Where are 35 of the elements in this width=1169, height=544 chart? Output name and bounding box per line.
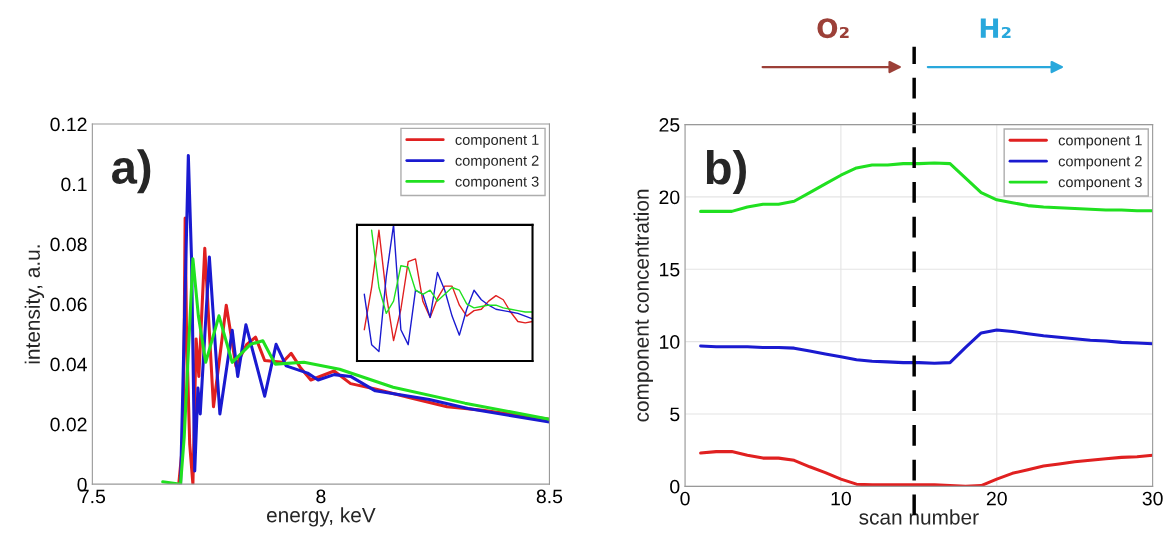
legend-label: component 3 [1058,176,1142,191]
legend-label: component 1 [455,134,539,148]
x-tick-label: 0 [680,491,690,506]
legend-label: component 2 [1058,156,1142,170]
y-tick-label: 10 [660,335,680,349]
text: H₂ [980,18,1011,38]
y-tick-label: 0.02 [50,417,87,432]
y-tick-label: 0.12 [50,117,87,132]
y-axis-title: component concentration [633,189,653,422]
y-tick-label: 15 [660,262,680,277]
y-tick-label: 0.1 [61,177,87,192]
y-tick-label: 0.06 [50,297,87,312]
x-axis-title: scan number [859,509,979,525]
y-tick-label: 0 [670,479,680,494]
legend-label: component 2 [455,155,539,169]
annotation: a) [112,149,151,194]
line-series [699,450,1153,487]
x-tick-label: 10 [831,491,851,506]
line-series [161,257,550,485]
x-tick-label: 8.5 [536,489,563,504]
x-tick-label: 8 [316,489,326,504]
y-tick-label: 5 [670,407,680,422]
annotation: b) [706,149,746,194]
text: O₂ [817,18,849,39]
legend-label: component 3 [455,176,539,190]
y-tick-label: 0.08 [50,237,87,252]
x-tick-label: 20 [986,491,1007,506]
line-series [699,328,1153,365]
y-tick-label: 0.04 [50,357,87,372]
x-tick-label: 30 [1142,491,1163,506]
legend-label: component 1 [1058,135,1142,149]
y-tick-label: 25 [659,118,680,132]
x-axis-title: energy, keV [266,507,376,527]
y-tick-label: 20 [659,190,680,205]
y-axis-title: intensity, a.u. [24,245,45,364]
